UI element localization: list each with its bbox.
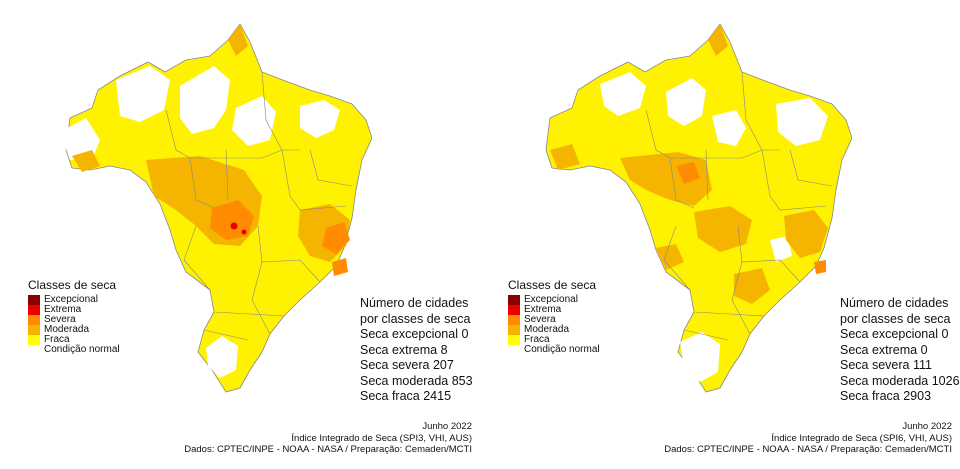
brazil-drought-map-spi3 bbox=[60, 23, 373, 393]
legend-label: Excepcional bbox=[44, 294, 98, 305]
legend-label: Moderada bbox=[44, 324, 90, 335]
legend-item-moderada: Moderada bbox=[508, 325, 600, 335]
stat-extrema: Seca extrema 8 bbox=[360, 342, 448, 357]
legend-swatch bbox=[28, 315, 40, 325]
legend-label: Condição normal bbox=[44, 344, 120, 355]
severe-area-coast bbox=[332, 258, 348, 276]
normal-area-west bbox=[60, 118, 100, 160]
normal-area-southeast bbox=[770, 236, 792, 262]
stats-title-line1: Número de cidades bbox=[360, 296, 469, 310]
brazil-drought-map-spi6 bbox=[545, 23, 853, 393]
extreme-spot-1 bbox=[230, 222, 238, 230]
moderate-area-acre bbox=[72, 150, 100, 172]
normal-area-center bbox=[712, 110, 746, 146]
legend-swatch bbox=[28, 305, 40, 315]
legend-label: Fraca bbox=[44, 334, 70, 345]
stats-title-line2: por classes de seca bbox=[840, 311, 951, 326]
credits-spi6: Junho 2022 Índice Integrado de Seca (SPI… bbox=[664, 421, 952, 456]
normal-area-south bbox=[680, 332, 720, 382]
severe-area-coast bbox=[814, 260, 826, 274]
legend-item-moderada: Moderada bbox=[28, 325, 120, 335]
legend-spi6: Classes de seca Excepcional Extrema Seve… bbox=[508, 278, 600, 355]
stat-fraca: Seca fraca 2903 bbox=[840, 389, 932, 403]
stat-extrema: Seca extrema 0 bbox=[840, 342, 928, 357]
legend-label: Severa bbox=[524, 314, 556, 325]
legend-label: Condição normal bbox=[524, 344, 600, 355]
legend-item-fraca: Fraca bbox=[28, 335, 120, 345]
legend-swatch bbox=[508, 315, 520, 325]
normal-area-amazon bbox=[180, 66, 230, 134]
legend-item-extrema: Extrema bbox=[28, 305, 120, 315]
normal-area-south bbox=[206, 336, 238, 378]
credits-date: Junho 2022 bbox=[902, 421, 952, 432]
credits-source: Dados: CPTEC/INPE - NOAA - NASA / Prepar… bbox=[664, 444, 952, 455]
credits-spi3: Junho 2022 Índice Integrado de Seca (SPI… bbox=[184, 421, 472, 456]
moderate-area-west bbox=[656, 244, 684, 270]
credits-index: Índice Integrado de Seca (SPI6, VHI, AUS… bbox=[771, 432, 952, 444]
legend-item-normal: Condição normal bbox=[28, 345, 120, 355]
stat-severa: Seca severa 111 bbox=[840, 358, 932, 372]
legend-item-extrema: Extrema bbox=[508, 305, 600, 315]
moderate-area-sp bbox=[734, 268, 770, 304]
legend-swatch bbox=[508, 295, 520, 305]
stat-excepcional: Seca excepcional 0 bbox=[360, 327, 469, 341]
stats-title-line1: Número de cidades bbox=[840, 296, 949, 310]
state-borders bbox=[165, 71, 353, 341]
legend-item-excepcional: Excepcional bbox=[28, 295, 120, 305]
legend-label: Severa bbox=[44, 314, 76, 325]
legend-item-excepcional: Excepcional bbox=[508, 295, 600, 305]
normal-area-north bbox=[116, 66, 170, 122]
moderate-area-matogrosso bbox=[620, 152, 712, 206]
moderate-area-acre bbox=[550, 144, 580, 170]
severe-area-southeast bbox=[322, 222, 350, 254]
city-counts-spi6: Número de cidades por classes de seca Se… bbox=[840, 296, 960, 405]
legend-swatch bbox=[28, 295, 40, 305]
legend-item-fraca: Fraca bbox=[508, 335, 600, 345]
normal-area-northeast bbox=[776, 98, 828, 146]
credits-source: Dados: CPTEC/INPE - NOAA - NASA / Prepar… bbox=[184, 444, 472, 455]
legend-spi3: Classes de seca Excepcional Extrema Seve… bbox=[28, 278, 120, 355]
stat-moderada: Seca moderada 1026 bbox=[840, 373, 960, 388]
stat-moderada: Seca moderada 853 bbox=[360, 373, 473, 388]
moderate-area-amapa bbox=[228, 24, 248, 56]
legend-swatch bbox=[508, 325, 520, 335]
legend-label: Extrema bbox=[44, 304, 82, 315]
stats-title-line2: por classes de seca bbox=[360, 311, 471, 326]
credits-date: Junho 2022 bbox=[422, 421, 472, 432]
state-borders bbox=[645, 71, 833, 341]
map-panel-spi6: Classes de seca Excepcional Extrema Seve… bbox=[480, 0, 960, 469]
city-counts-spi3: Número de cidades por classes de seca Se… bbox=[360, 296, 473, 405]
legend-swatch bbox=[28, 335, 40, 345]
stat-severa: Seca severa 207 bbox=[360, 358, 454, 372]
legend-label: Extrema bbox=[524, 304, 562, 315]
legend-label: Excepcional bbox=[524, 294, 578, 305]
normal-area-amazon bbox=[666, 78, 706, 126]
legend-item-severa: Severa bbox=[28, 315, 120, 325]
legend-label: Moderada bbox=[524, 324, 570, 335]
severe-area-center bbox=[676, 162, 700, 184]
legend-swatch bbox=[508, 335, 520, 345]
legend-label: Fraca bbox=[524, 334, 550, 345]
stat-excepcional: Seca excepcional 0 bbox=[840, 327, 949, 341]
legend-title: Classes de seca bbox=[508, 278, 597, 292]
legend-item-normal: Condição normal bbox=[508, 345, 600, 355]
stat-fraca: Seca fraca 2415 bbox=[360, 389, 452, 403]
legend-swatch bbox=[508, 305, 520, 315]
legend-title: Classes de seca bbox=[28, 278, 117, 292]
normal-area-northeast bbox=[300, 100, 340, 138]
legend-swatch bbox=[28, 325, 40, 335]
legend-swatch bbox=[28, 345, 40, 355]
map-panel-spi3: Classes de seca Excepcional Extrema Seve… bbox=[28, 23, 473, 456]
legend-swatch bbox=[508, 345, 520, 355]
legend-item-severa: Severa bbox=[508, 315, 600, 325]
moderate-area-east bbox=[784, 210, 828, 258]
moderate-area-amapa bbox=[708, 24, 728, 56]
credits-index: Índice Integrado de Seca (SPI3, VHI, AUS… bbox=[291, 432, 472, 444]
extreme-spot-2 bbox=[241, 229, 247, 235]
normal-area-north bbox=[600, 72, 646, 116]
moderate-area-center bbox=[694, 206, 752, 252]
